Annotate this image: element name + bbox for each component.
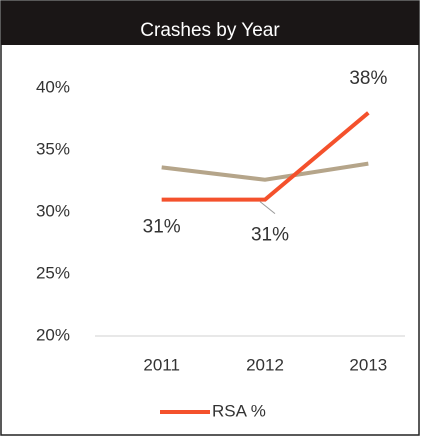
data-label: 31%	[251, 225, 289, 246]
y-tick-label: 35%	[36, 139, 70, 158]
y-tick-label: 25%	[36, 263, 70, 282]
series-line	[161, 111, 370, 202]
y-tick-label: 30%	[36, 201, 70, 220]
data-label: 38%	[349, 68, 387, 89]
data-label: 31%	[143, 217, 181, 238]
series-line	[161, 161, 369, 182]
x-tick-label: 2012	[246, 355, 284, 374]
leader-line	[259, 201, 276, 214]
y-tick-label: 20%	[36, 325, 70, 344]
y-tick-label: 40%	[36, 77, 70, 96]
title-bar	[1, 1, 419, 45]
x-tick-label: 2013	[349, 355, 387, 374]
legend-label: RSA %	[212, 401, 266, 420]
chart-title: Crashes by Year	[140, 20, 280, 41]
x-tick-label: 2011	[143, 355, 180, 374]
